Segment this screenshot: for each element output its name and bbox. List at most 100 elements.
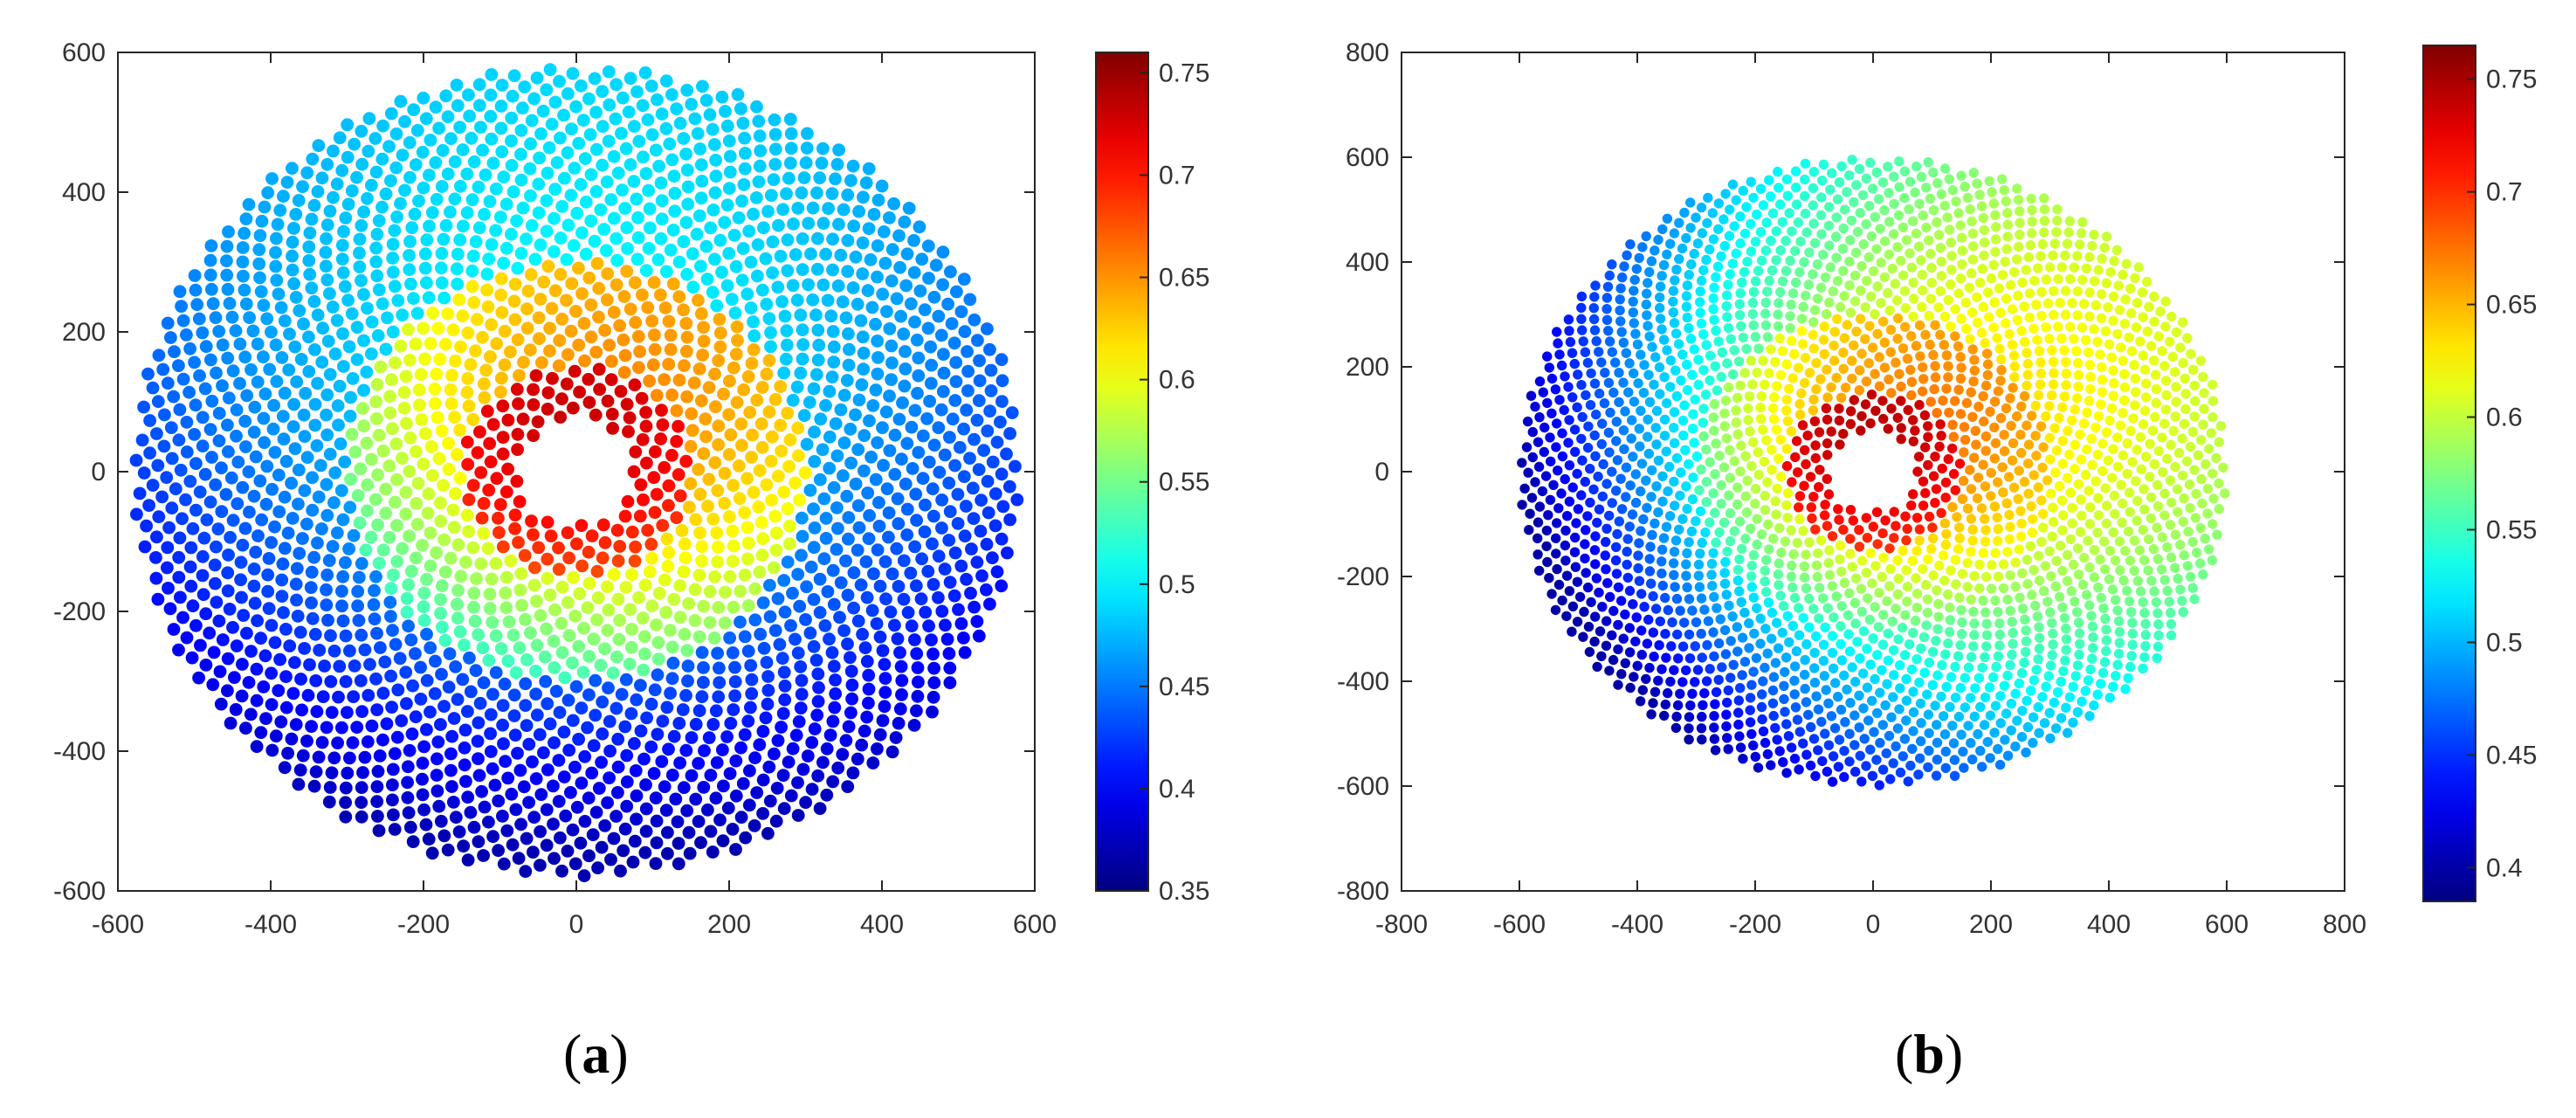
scatter-point bbox=[497, 256, 510, 270]
scatter-point bbox=[1687, 605, 1698, 616]
scatter-point bbox=[617, 290, 631, 303]
scatter-point bbox=[289, 291, 303, 304]
scatter-point bbox=[934, 403, 948, 417]
scatter-point bbox=[261, 186, 275, 200]
scatter-point bbox=[2035, 421, 2047, 431]
scatter-point bbox=[1577, 455, 1588, 466]
scatter-point bbox=[276, 410, 290, 423]
scatter-point bbox=[1850, 766, 1861, 777]
scatter-point bbox=[498, 358, 512, 372]
scatter-point bbox=[433, 352, 447, 366]
scatter-point bbox=[1868, 521, 1878, 532]
scatter-point bbox=[1766, 235, 1776, 246]
scatter-point bbox=[445, 369, 458, 383]
scatter-point bbox=[943, 661, 957, 675]
scatter-point bbox=[1978, 459, 1988, 470]
scatter-point bbox=[1699, 604, 1710, 615]
scatter-point bbox=[1958, 746, 1968, 757]
scatter-point bbox=[1852, 226, 1863, 238]
scatter-point bbox=[601, 580, 614, 593]
scatter-point bbox=[1980, 380, 1992, 391]
scatter-point bbox=[638, 578, 652, 592]
scatter-point bbox=[1927, 522, 1938, 533]
scatter-point bbox=[2031, 451, 2042, 461]
scatter-point bbox=[601, 624, 615, 638]
scatter-point bbox=[847, 219, 861, 233]
scatter-point bbox=[2118, 355, 2128, 366]
scatter-point bbox=[360, 365, 374, 379]
scatter-point bbox=[912, 369, 926, 383]
scatter-point bbox=[876, 421, 889, 434]
scatter-point bbox=[542, 141, 556, 155]
scatter-point bbox=[1628, 307, 1638, 318]
scatter-point bbox=[1883, 628, 1893, 638]
scatter-point bbox=[1989, 422, 2000, 433]
scatter-point bbox=[247, 425, 261, 439]
scatter-point bbox=[1998, 583, 2009, 594]
scatter-point bbox=[1884, 217, 1895, 227]
scatter-point bbox=[776, 769, 790, 782]
scatter-point bbox=[623, 657, 637, 671]
scatter-point bbox=[2048, 356, 2059, 367]
scatter-point bbox=[189, 457, 203, 470]
scatter-point bbox=[1700, 527, 1711, 538]
scatter-point bbox=[966, 481, 980, 495]
scatter-point bbox=[506, 185, 520, 199]
scatter-point bbox=[2038, 442, 2049, 452]
scatter-point bbox=[1734, 299, 1745, 309]
scatter-point bbox=[642, 183, 655, 197]
scatter-point bbox=[2061, 623, 2071, 634]
scatter-point bbox=[1533, 533, 1543, 543]
scatter-point bbox=[356, 402, 369, 415]
scatter-point bbox=[911, 661, 925, 674]
scatter-point bbox=[1849, 270, 1861, 281]
scatter-point bbox=[1955, 409, 1966, 419]
scatter-point bbox=[575, 79, 588, 93]
scatter-point bbox=[680, 83, 694, 97]
scatter-point bbox=[420, 233, 434, 246]
scatter-point bbox=[508, 313, 522, 327]
scatter-point bbox=[2016, 401, 2027, 411]
scatter-point bbox=[1716, 480, 1726, 491]
scatter-point bbox=[807, 593, 821, 606]
scatter-point bbox=[1849, 340, 1859, 351]
scatter-point bbox=[1901, 235, 1912, 245]
scatter-point bbox=[466, 541, 480, 555]
scatter-point bbox=[1845, 698, 1856, 708]
scatter-point bbox=[1990, 548, 2001, 558]
scatter-point bbox=[1656, 271, 1667, 281]
scatter-point bbox=[844, 422, 858, 436]
scatter-point bbox=[1917, 301, 1927, 313]
scatter-point bbox=[1694, 582, 1705, 592]
scatter-point bbox=[1705, 517, 1715, 528]
scatter-point bbox=[453, 625, 467, 638]
scatter-point bbox=[941, 297, 954, 311]
scatter-point bbox=[782, 171, 796, 185]
scatter-point bbox=[1622, 559, 1632, 570]
scatter-point bbox=[1643, 414, 1653, 424]
scatter-point bbox=[185, 651, 199, 665]
scatter-point bbox=[916, 429, 930, 443]
scatter-point bbox=[1811, 691, 1822, 701]
scatter-point bbox=[412, 398, 426, 411]
scatter-point bbox=[529, 687, 542, 700]
scatter-point bbox=[1848, 515, 1858, 526]
scatter-point bbox=[799, 796, 812, 810]
scatter-point bbox=[404, 564, 418, 578]
scatter-point bbox=[1661, 652, 1671, 663]
scatter-point bbox=[984, 363, 998, 377]
scatter-point bbox=[1906, 262, 1918, 273]
scatter-point bbox=[1967, 411, 1978, 422]
scatter-point bbox=[1671, 265, 1682, 275]
scatter-point bbox=[1856, 411, 1867, 422]
scatter-point bbox=[844, 651, 857, 665]
scatter-point bbox=[2072, 393, 2083, 404]
scatter-point bbox=[1736, 597, 1746, 607]
scatter-point bbox=[1741, 507, 1753, 518]
scatter-point bbox=[2151, 383, 2162, 395]
scatter-point bbox=[908, 633, 921, 646]
scatter-point bbox=[1995, 307, 2006, 318]
scatter-point bbox=[478, 800, 492, 814]
scatter-point bbox=[1818, 639, 1829, 650]
scatter-point bbox=[426, 306, 439, 320]
